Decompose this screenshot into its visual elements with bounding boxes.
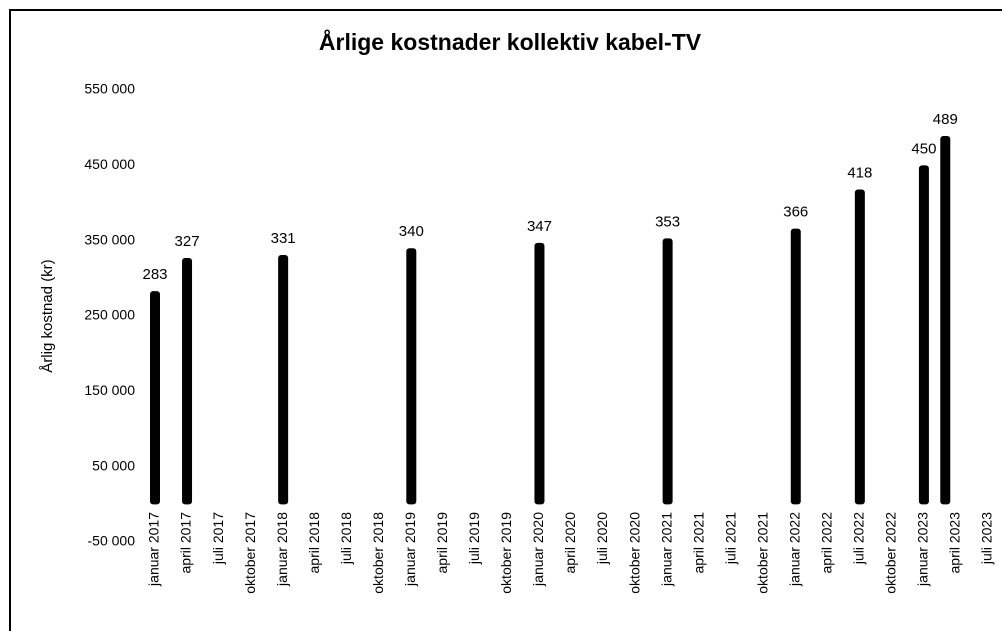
- x-tick-label: april 2017: [178, 512, 194, 574]
- bar: [918, 165, 929, 505]
- bar: [150, 291, 160, 505]
- x-tick-label: juli 2018: [338, 512, 354, 565]
- y-tick-label: 250 000: [84, 307, 135, 323]
- x-tick-label: juli 2022: [851, 512, 867, 565]
- bar: [278, 254, 289, 505]
- value-label: 347: [527, 218, 552, 235]
- bar: [534, 242, 545, 505]
- value-label: 418: [847, 164, 872, 181]
- y-tick-label: 450 000: [84, 156, 135, 172]
- bar: [662, 238, 673, 505]
- value-label: 489: [933, 111, 958, 128]
- x-tick-label: juli 2023: [979, 512, 995, 565]
- x-tick-label: april 2020: [562, 512, 578, 574]
- x-tick-label: oktober 2020: [626, 512, 642, 594]
- x-tick-label: januar 2019: [402, 512, 418, 587]
- x-tick-label: oktober 2018: [370, 512, 386, 594]
- y-tick-label: 150 000: [84, 382, 135, 398]
- x-tick-label: oktober 2017: [242, 512, 258, 594]
- value-label: 340: [399, 223, 424, 240]
- value-label: 283: [142, 266, 167, 283]
- x-tick-label: januar 2018: [274, 512, 290, 587]
- x-tick-label: januar 2020: [530, 512, 546, 587]
- x-tick-label: juli 2019: [466, 512, 482, 565]
- y-tick-label: 550 000: [84, 81, 135, 97]
- x-tick-label: januar 2023: [915, 512, 931, 587]
- bar: [182, 257, 193, 505]
- x-tick-label: april 2019: [434, 512, 450, 574]
- value-label: 450: [911, 140, 936, 157]
- x-tick-label: januar 2021: [658, 512, 674, 587]
- value-label: 353: [655, 213, 680, 230]
- y-tick-label: 50 000: [92, 457, 135, 473]
- x-tick-label: januar 2022: [786, 512, 802, 587]
- chart-title: Årlige kostnader kollektiv kabel-TV: [319, 28, 702, 55]
- bar: [854, 189, 865, 505]
- value-label: 331: [271, 230, 296, 247]
- x-tick-label: april 2023: [947, 512, 963, 574]
- y-tick-label: 350 000: [84, 231, 135, 247]
- x-tick-label: april 2021: [690, 512, 706, 574]
- x-tick-label: oktober 2019: [498, 512, 514, 594]
- value-label: 327: [175, 233, 200, 250]
- value-label: 366: [783, 204, 808, 221]
- y-tick-label: -50 000: [88, 533, 136, 549]
- bar: [790, 228, 801, 505]
- y-axis-label: Årlig kostnad (kr): [39, 259, 56, 372]
- x-tick-label: juli 2021: [722, 512, 738, 565]
- x-tick-label: januar 2017: [146, 512, 162, 587]
- x-tick-label: juli 2020: [594, 512, 610, 565]
- bar: [940, 135, 951, 505]
- bar: [406, 248, 417, 505]
- x-tick-label: april 2022: [819, 512, 835, 574]
- x-tick-label: april 2018: [306, 512, 322, 574]
- x-tick-label: oktober 2022: [883, 512, 899, 594]
- x-tick-label: juli 2017: [210, 512, 226, 565]
- x-tick-label: oktober 2021: [754, 512, 770, 594]
- chart-frame: [9, 9, 1002, 631]
